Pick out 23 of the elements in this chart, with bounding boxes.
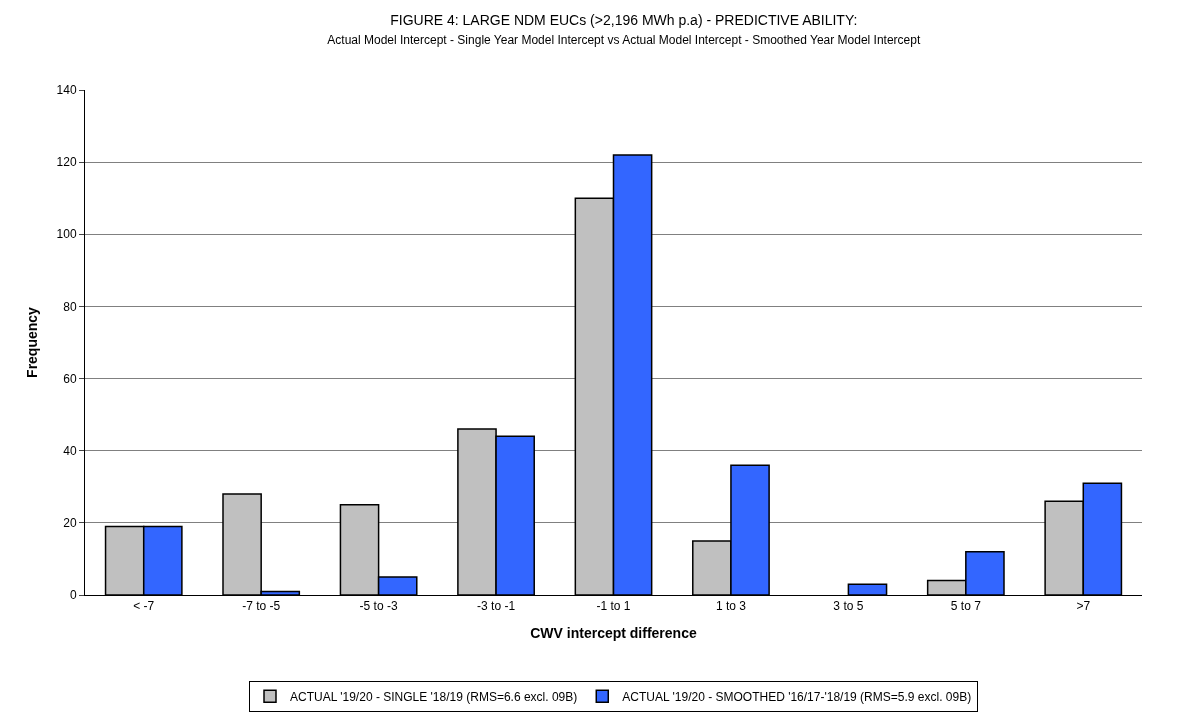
y-tick-label: 120 [56,155,77,170]
x-tick-label: >7 [1076,599,1091,614]
legend-label: ACTUAL '19/20 - SINGLE '18/19 (RMS=6.6 excl. 09B) [290,690,578,705]
x-tick-label: 3 to 5 [833,599,864,614]
legend-label: ACTUAL '19/20 - SMOOTHED '16/17-'18/19 (RMS=5.9 excl. 09B) [622,690,972,705]
x-tick-label: -1 to 1 [596,599,631,614]
x-tick-label: -7 to -5 [242,599,281,614]
chart-title: FIGURE 4: LARGE NDM EUCs (>2,196 MWh p.a) - PREDICTIVE ABILITY: [390,12,858,29]
y-axis-title: Frequency [24,306,41,378]
y-tick-label: 60 [63,371,77,386]
x-tick-label: 5 to 7 [950,599,982,614]
x-axis-title: CWV intercept difference [530,624,697,641]
x-tick-label: < -7 [133,599,155,614]
y-tick-label: 80 [63,299,77,314]
y-tick-label: 140 [56,83,77,98]
chart-subtitle: Actual Model Intercept - Single Year Model Intercept vs Actual Model Intercept - Smoothed Year Model Intercept [327,32,921,47]
y-tick-label: 0 [69,588,77,603]
x-tick-label: -5 to -3 [359,599,398,614]
x-tick-label: 1 to 3 [715,599,747,614]
x-tick-label: -3 to -1 [477,599,516,614]
y-tick-label: 100 [56,227,77,242]
y-tick-label: 40 [63,443,77,458]
y-tick-label: 20 [63,516,77,531]
